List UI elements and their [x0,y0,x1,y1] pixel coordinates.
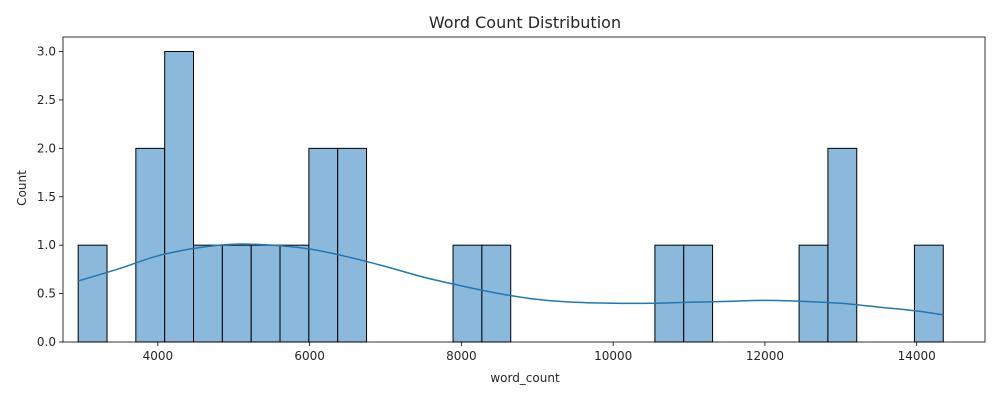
y-tick-label: 0.5 [37,287,56,301]
x-axis-label: word_count [490,371,560,385]
histogram-bar [337,147,368,343]
kde-layer [77,243,944,316]
axes-layer: 4000 6000 8000 10000 12000 14000 0.0 0.5 1.0 1.5 2… [37,36,986,363]
y-tick-label: 2.5 [37,93,56,107]
histogram-bar [654,244,685,343]
histogram-bar [683,244,714,343]
histogram-bar [913,244,944,343]
histogram-bar [827,147,858,343]
x-tick-label: 14000 [898,349,936,363]
histogram-bar [164,51,195,343]
y-axis-label: Count [15,170,29,206]
x-tick-label: 4000 [143,349,174,363]
plot-frame [62,36,986,343]
y-tick-label: 2.0 [37,141,56,155]
bars-layer [77,51,944,343]
histogram-bar [452,244,483,343]
y-tick-label: 0.0 [37,335,56,349]
histogram-bar [77,244,108,343]
y-tick-label: 1.5 [37,190,56,204]
x-tick-label: 6000 [294,349,325,363]
histogram-bar [221,244,252,343]
x-tick-label: 12000 [746,349,784,363]
histogram-bar [279,244,310,343]
kde-curve [77,243,944,316]
histogram-bar [135,147,166,343]
y-tick-label: 3.0 [37,45,56,59]
histogram-bar [250,244,281,343]
x-tick-label: 8000 [446,349,477,363]
histogram-bar [798,244,829,343]
y-tick-label: 1.0 [37,238,56,252]
x-tick-label: 10000 [594,349,632,363]
histogram-bar [193,244,223,343]
chart-title: Word Count Distribution [429,13,621,32]
histogram-bar [308,147,339,343]
